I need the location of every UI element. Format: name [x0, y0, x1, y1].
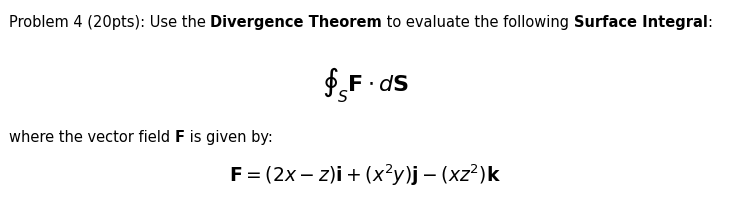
Text: $\mathbf{F} = (2x - z)\mathbf{i} + (x^2y)\mathbf{j} - (xz^2)\mathbf{k}$: $\mathbf{F} = (2x - z)\mathbf{i} + (x^2y… [230, 162, 501, 188]
Text: Surface Integral: Surface Integral [574, 15, 708, 30]
Text: to evaluate the following: to evaluate the following [382, 15, 574, 30]
Text: is given by:: is given by: [184, 130, 273, 145]
Text: Divergence Theorem: Divergence Theorem [211, 15, 382, 30]
Text: $\oint_{S} \mathbf{F} \cdot d\mathbf{S}$: $\oint_{S} \mathbf{F} \cdot d\mathbf{S}$ [322, 65, 409, 105]
Text: :: : [708, 15, 713, 30]
Text: where the vector field: where the vector field [9, 130, 175, 145]
Text: F: F [175, 130, 184, 145]
Text: Problem 4 (20pts): Use the: Problem 4 (20pts): Use the [9, 15, 211, 30]
